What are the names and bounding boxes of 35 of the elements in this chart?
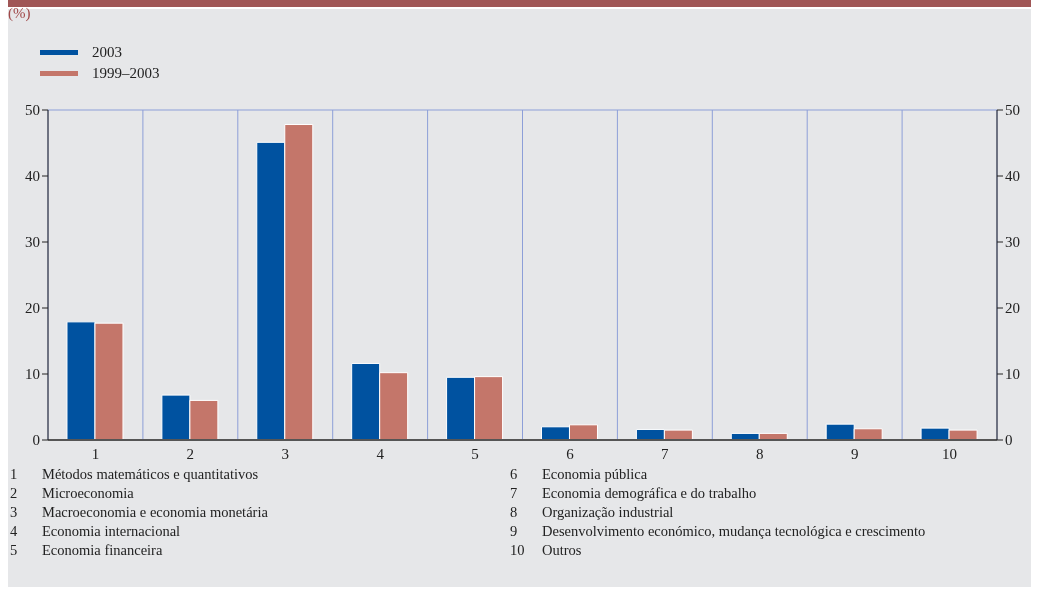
y-tick-label: 10: [25, 366, 40, 383]
text: 6 Economia pública: [510, 466, 648, 482]
text: 5 Economia financeira: [10, 542, 163, 558]
x-tick-label: 4: [376, 445, 385, 462]
x-tick-label: 10: [942, 445, 958, 462]
y2-tick-label: 10: [1005, 366, 1020, 383]
text: 10 Outros: [510, 542, 582, 558]
x-tick-label: 9: [850, 445, 859, 462]
text: 2 Microeconomia: [10, 485, 134, 501]
text: 3 Macroeconomia e economia monetária: [10, 504, 268, 520]
text: 8 Organização industrial: [510, 504, 674, 520]
y2-tick-label: 0: [1005, 432, 1013, 449]
y2-tick-label: 50: [1005, 102, 1020, 119]
y-tick-label: 30: [25, 234, 40, 251]
y2-tick-label: 20: [1005, 300, 1020, 317]
x-tick-label: 7: [661, 445, 670, 462]
legend-label: 2003: [92, 44, 122, 61]
y-tick-label: 0: [32, 432, 40, 449]
y-tick-label: 50: [25, 102, 40, 119]
x-tick-label: 6: [566, 445, 575, 462]
y2-tick-label: 30: [1005, 234, 1020, 251]
x-tick-label: 2: [186, 445, 195, 462]
y-tick-label: 20: [25, 300, 40, 317]
y-tick-label: 40: [25, 168, 40, 185]
x-tick-label: 3: [281, 445, 289, 462]
text: 7 Economia demográfica e do trabalho: [510, 485, 757, 501]
y2-tick-label: 40: [1005, 168, 1020, 185]
text: (%): [8, 5, 31, 22]
x-tick-label: 5: [471, 445, 479, 462]
text: 9 Desenvolvimento económico, mudança tecnológica e crescimento: [510, 523, 926, 539]
x-tick-label: 8: [756, 445, 764, 462]
text: 4 Economia internacional: [10, 523, 181, 539]
legend-label: 1999–2003: [92, 65, 160, 82]
text: 1 Métodos matemáticos e quantitativos: [10, 466, 259, 482]
x-tick-label: 1: [91, 445, 100, 462]
